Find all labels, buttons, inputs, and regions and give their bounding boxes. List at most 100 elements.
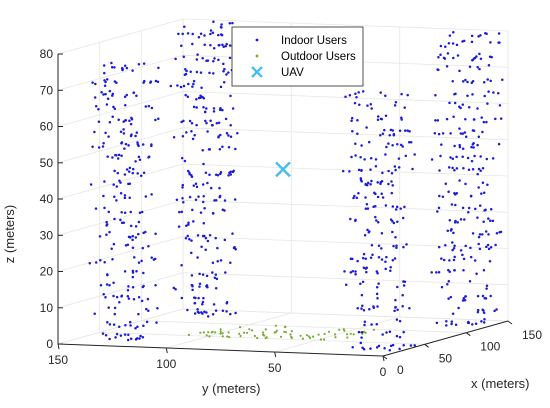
indoor-user-point	[94, 261, 98, 264]
indoor-user-point	[154, 283, 157, 287]
indoor-user-point	[123, 333, 127, 336]
indoor-user-point	[352, 196, 355, 200]
indoor-user-point	[188, 119, 192, 123]
indoor-user-point	[198, 285, 201, 288]
indoor-user-point	[150, 106, 154, 110]
indoor-user-point	[376, 115, 380, 118]
indoor-user-point	[462, 268, 465, 272]
indoor-user-point	[497, 142, 501, 146]
indoor-user-point	[154, 232, 157, 236]
indoor-user-point	[482, 311, 486, 315]
indoor-user-point	[215, 277, 219, 281]
indoor-user-point	[485, 120, 488, 124]
indoor-user-point	[113, 312, 117, 316]
indoor-user-point	[356, 132, 359, 135]
gridline-sidewall-z	[182, 199, 509, 213]
indoor-user-point	[458, 127, 461, 130]
indoor-user-point	[494, 243, 497, 247]
indoor-user-point	[402, 284, 406, 287]
indoor-user-point	[441, 132, 445, 135]
indoor-user-point	[453, 269, 456, 272]
indoor-user-point	[393, 257, 397, 260]
indoor-user-point	[458, 69, 461, 73]
indoor-user-point	[361, 256, 365, 260]
indoor-user-point	[446, 283, 449, 286]
indoor-user-point	[380, 192, 383, 195]
y-tick-mark	[274, 351, 277, 358]
indoor-user-point	[477, 135, 481, 138]
outdoor-user-point	[283, 325, 287, 329]
y-tick-label: 50	[268, 361, 282, 375]
indoor-user-point	[485, 284, 489, 288]
indoor-user-point	[98, 235, 102, 238]
indoor-user-point	[440, 285, 444, 289]
indoor-user-point	[467, 211, 470, 214]
indoor-user-point	[437, 270, 441, 274]
indoor-user-point	[481, 181, 485, 184]
indoor-user-point	[463, 218, 466, 221]
indoor-user-point	[131, 275, 135, 279]
indoor-user-point	[182, 200, 185, 204]
indoor-user-point	[495, 308, 498, 311]
indoor-user-point	[106, 97, 110, 100]
indoor-user-point	[396, 308, 399, 312]
indoor-user-point	[202, 222, 206, 225]
indoor-user-point	[438, 169, 441, 172]
outdoor-user-point	[338, 328, 341, 331]
indoor-user-point	[369, 347, 372, 350]
indoor-user-point	[366, 181, 370, 185]
indoor-user-point	[120, 294, 124, 297]
indoor-user-point	[117, 118, 120, 121]
indoor-user-point	[436, 210, 439, 213]
indoor-user-point	[358, 103, 361, 106]
indoor-user-point	[448, 259, 451, 262]
x-axis-line	[382, 320, 509, 357]
indoor-user-point	[482, 120, 486, 124]
indoor-user-point	[120, 210, 123, 214]
indoor-user-point	[201, 300, 205, 304]
indoor-user-point	[381, 196, 385, 199]
indoor-user-point	[448, 270, 451, 273]
indoor-user-point	[191, 42, 194, 46]
indoor-user-point	[142, 271, 145, 275]
indoor-user-point	[202, 195, 205, 198]
indoor-user-point	[361, 346, 364, 350]
indoor-user-point	[129, 122, 133, 126]
indoor-user-point	[451, 166, 454, 170]
outdoor-user-point	[317, 333, 320, 336]
indoor-user-point	[169, 84, 173, 88]
indoor-user-point	[224, 44, 227, 48]
indoor-user-point	[341, 169, 345, 173]
indoor-user-point	[446, 52, 450, 55]
indoor-user-point	[356, 306, 359, 310]
indoor-user-point	[401, 293, 404, 297]
indoor-user-point	[186, 234, 189, 238]
indoor-user-point	[201, 200, 205, 204]
indoor-user-point	[88, 261, 92, 265]
indoor-user-point	[212, 303, 216, 306]
indoor-user-point	[186, 95, 190, 99]
indoor-user-point	[461, 155, 464, 158]
indoor-user-point	[376, 297, 379, 300]
indoor-user-point	[144, 230, 147, 234]
indoor-user-point	[353, 101, 357, 105]
indoor-user-point	[392, 221, 396, 225]
indoor-user-point	[371, 253, 374, 257]
outdoor-user-point	[261, 331, 265, 334]
indoor-user-point	[479, 169, 482, 172]
indoor-user-point	[142, 62, 146, 65]
indoor-user-point	[195, 70, 199, 74]
indoor-user-point	[231, 21, 234, 25]
indoor-user-point	[357, 91, 360, 94]
indoor-user-point	[116, 171, 120, 175]
indoor-user-point	[192, 220, 195, 223]
indoor-user-point	[457, 306, 460, 310]
indoor-user-point	[458, 143, 461, 147]
indoor-user-point	[364, 196, 367, 199]
indoor-user-point	[376, 221, 380, 224]
indoor-user-point	[471, 80, 475, 83]
indoor-user-point	[128, 320, 132, 324]
indoor-user-point	[140, 299, 144, 303]
uav-layer	[275, 161, 291, 178]
indoor-user-point	[390, 180, 393, 183]
